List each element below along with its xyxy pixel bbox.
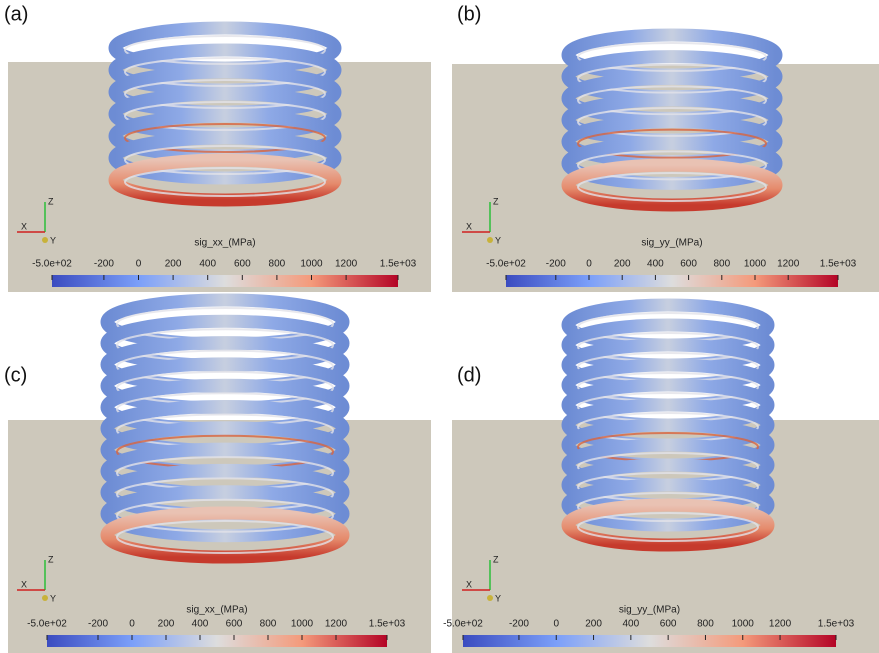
panel-label: (a) bbox=[4, 3, 28, 25]
figure: (a) Z X Ysig_xx_(MPa) -5.0e+02 -200 0 200 400 600… bbox=[0, 0, 879, 653]
axis-x-label: X bbox=[466, 579, 472, 589]
colorbar-tick-label: -5.0e+02 bbox=[486, 259, 526, 270]
colorbar-tick-label: 1200 bbox=[769, 619, 792, 630]
colorbar-tick-label: 200 bbox=[585, 619, 602, 630]
colorbar-tick-label: -200 bbox=[509, 619, 529, 630]
panel-label: (d) bbox=[457, 364, 481, 386]
axis-y-label: Y bbox=[50, 593, 56, 603]
axis-y-label: Y bbox=[495, 235, 501, 245]
axis-y-label: Y bbox=[495, 593, 501, 603]
colorbar-tick-label: 1000 bbox=[732, 619, 755, 630]
colorbar-tick-label: 1200 bbox=[325, 619, 348, 630]
colorbar-tick-label: 1200 bbox=[335, 259, 358, 270]
colorbar-tick-label: 1.5e+03 bbox=[380, 259, 417, 270]
colorbar-tick-label: 600 bbox=[234, 259, 251, 270]
colorbar-tick-label: 400 bbox=[199, 259, 216, 270]
colorbar-tick-label: 0 bbox=[586, 259, 592, 270]
axis-y bbox=[487, 237, 493, 243]
axis-y-label: Y bbox=[50, 235, 56, 245]
colorbar-tick-label: 800 bbox=[713, 259, 730, 270]
colorbar-tick-label: 1000 bbox=[744, 259, 767, 270]
colorbar-tick-label: 1.5e+03 bbox=[818, 619, 855, 630]
axis-z-label: Z bbox=[493, 554, 499, 564]
axis-x-label: X bbox=[21, 579, 27, 589]
axis-z-label: Z bbox=[48, 196, 54, 206]
colorbar-tick-label: 600 bbox=[680, 259, 697, 270]
colorbar-tick-label: 200 bbox=[165, 259, 182, 270]
colorbar-tick-label: 400 bbox=[192, 619, 209, 630]
colorbar-title: sig_yy_(MPa) bbox=[641, 238, 702, 249]
colorbar-tick-label: -200 bbox=[94, 259, 114, 270]
colorbar-tick-label: -5.0e+02 bbox=[27, 619, 67, 630]
colorbar-tick-label: 0 bbox=[136, 259, 142, 270]
colorbar-tick-label: 800 bbox=[697, 619, 714, 630]
panel-label: (c) bbox=[4, 364, 27, 386]
colorbar-tick-label: 200 bbox=[158, 619, 175, 630]
colorbar-tick-label: 200 bbox=[614, 259, 631, 270]
panel-label: (b) bbox=[457, 3, 481, 25]
axis-z-label: Z bbox=[493, 196, 499, 206]
colorbar-tick-label: 600 bbox=[660, 619, 677, 630]
colorbar-tick-label: 0 bbox=[129, 619, 135, 630]
colorbar-tick-label: 800 bbox=[260, 619, 277, 630]
colorbar-tick-label: -200 bbox=[88, 619, 108, 630]
axis-y bbox=[42, 595, 48, 601]
colorbar-tick-label: 0 bbox=[553, 619, 559, 630]
colorbar-title: sig_xx_(MPa) bbox=[194, 238, 255, 249]
colorbar-title: sig_xx_(MPa) bbox=[186, 605, 247, 616]
colorbar-tick-label: 1000 bbox=[291, 619, 314, 630]
colorbar-tick-label: 1.5e+03 bbox=[820, 259, 857, 270]
axis-x-label: X bbox=[466, 221, 472, 231]
axis-x-label: X bbox=[21, 221, 27, 231]
colorbar-tick-label: 1000 bbox=[300, 259, 323, 270]
colorbar-tick-label: -5.0e+02 bbox=[443, 619, 483, 630]
colorbar-tick-label: 400 bbox=[623, 619, 640, 630]
axis-z-label: Z bbox=[48, 554, 54, 564]
colorbar-tick-label: 800 bbox=[269, 259, 286, 270]
colorbar-title: sig_yy_(MPa) bbox=[619, 605, 680, 616]
colorbar-tick-label: -200 bbox=[546, 259, 566, 270]
colorbar-tick-label: 1.5e+03 bbox=[369, 619, 406, 630]
colorbar-tick-label: 600 bbox=[226, 619, 243, 630]
colorbar-tick-label: 400 bbox=[647, 259, 664, 270]
colorbar-tick-label: 1200 bbox=[777, 259, 800, 270]
axis-y bbox=[487, 595, 493, 601]
axis-y bbox=[42, 237, 48, 243]
colorbar-tick-label: -5.0e+02 bbox=[32, 259, 72, 270]
